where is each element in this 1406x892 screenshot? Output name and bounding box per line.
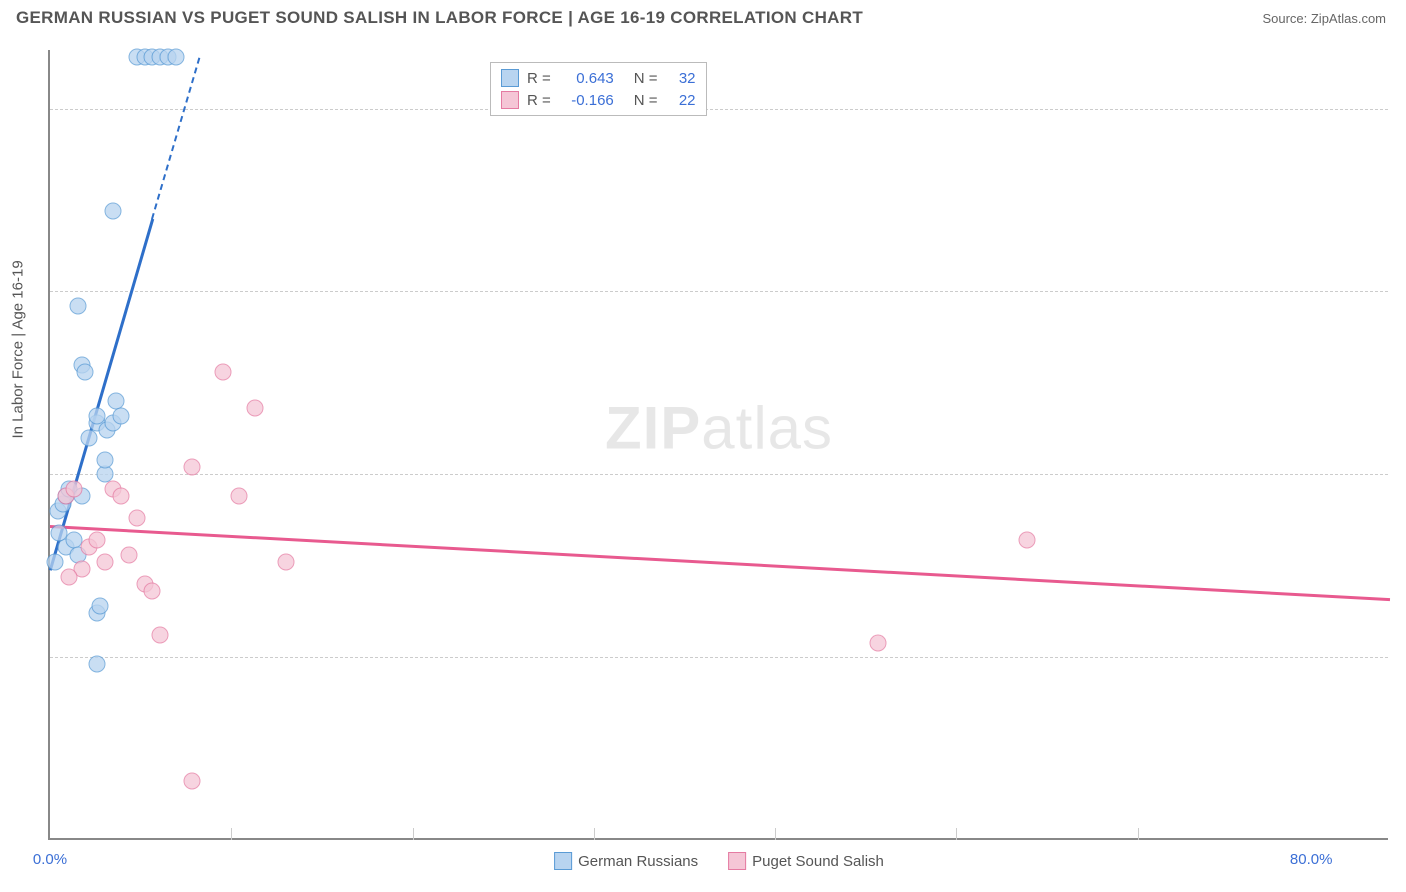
scatter-point	[120, 546, 137, 563]
y-axis-label: In Labor Force | Age 16-19	[10, 260, 27, 438]
legend-n-label: N =	[634, 70, 658, 87]
scatter-point	[168, 49, 185, 66]
scatter-point	[92, 597, 109, 614]
correlation-legend: R = 0.643 N = 32 R = -0.166 N = 22	[490, 62, 707, 116]
scatter-point	[89, 532, 106, 549]
x-tick-minor	[775, 828, 776, 840]
trend-line-extrapolated	[152, 58, 201, 219]
legend-label: German Russians	[578, 853, 698, 870]
scatter-point	[246, 400, 263, 417]
scatter-point	[97, 554, 114, 571]
x-tick-minor	[594, 828, 595, 840]
legend-item: German Russians	[554, 852, 698, 870]
y-tick-label: 25.0%	[1398, 649, 1406, 666]
gridline	[50, 109, 1388, 110]
legend-row: R = -0.166 N = 22	[501, 89, 696, 111]
y-tick-label: 50.0%	[1398, 466, 1406, 483]
trend-line	[50, 525, 1390, 601]
x-tick-minor	[413, 828, 414, 840]
scatter-point	[81, 429, 98, 446]
scatter-point	[105, 202, 122, 219]
scatter-point	[46, 554, 63, 571]
scatter-point	[183, 773, 200, 790]
scatter-point	[65, 480, 82, 497]
x-tick-minor	[1138, 828, 1139, 840]
legend-n-value: 22	[666, 92, 696, 109]
scatter-point	[152, 627, 169, 644]
legend-r-label: R =	[527, 92, 551, 109]
x-tick-minor	[231, 828, 232, 840]
series-legend: German Russians Puget Sound Salish	[554, 852, 884, 870]
x-tick-minor	[956, 828, 957, 840]
legend-n-value: 32	[666, 70, 696, 87]
scatter-point	[60, 568, 77, 585]
scatter-point	[128, 510, 145, 527]
legend-r-label: R =	[527, 70, 551, 87]
scatter-point	[869, 634, 886, 651]
scatter-point	[231, 488, 248, 505]
legend-swatch	[728, 852, 746, 870]
legend-r-value: 0.643	[559, 70, 614, 87]
scatter-point	[278, 554, 295, 571]
scatter-point	[89, 656, 106, 673]
scatter-point	[76, 363, 93, 380]
gridline	[50, 474, 1388, 475]
x-tick-label: 0.0%	[33, 851, 67, 868]
y-tick-label: 100.0%	[1398, 100, 1406, 117]
gridline	[50, 657, 1388, 658]
legend-r-value: -0.166	[559, 92, 614, 109]
legend-row: R = 0.643 N = 32	[501, 67, 696, 89]
legend-label: Puget Sound Salish	[752, 853, 884, 870]
scatter-point	[70, 298, 87, 315]
y-tick-label: 75.0%	[1398, 283, 1406, 300]
scatter-point	[112, 488, 129, 505]
legend-n-label: N =	[634, 92, 658, 109]
scatter-point	[144, 583, 161, 600]
page-title: GERMAN RUSSIAN VS PUGET SOUND SALISH IN …	[16, 8, 863, 28]
scatter-point	[97, 451, 114, 468]
watermark: ZIPatlas	[605, 394, 833, 463]
scatter-point	[1019, 532, 1036, 549]
legend-item: Puget Sound Salish	[728, 852, 884, 870]
scatter-point	[112, 407, 129, 424]
gridline	[50, 291, 1388, 292]
scatter-point	[183, 458, 200, 475]
chart-plot-area: ZIPatlas 25.0%50.0%75.0%100.0%0.0%80.0%R…	[48, 50, 1388, 840]
legend-swatch	[554, 852, 572, 870]
legend-swatch	[501, 91, 519, 109]
source-label: Source: ZipAtlas.com	[1262, 11, 1386, 26]
scatter-point	[215, 363, 232, 380]
x-tick-label: 80.0%	[1290, 851, 1333, 868]
legend-swatch	[501, 69, 519, 87]
